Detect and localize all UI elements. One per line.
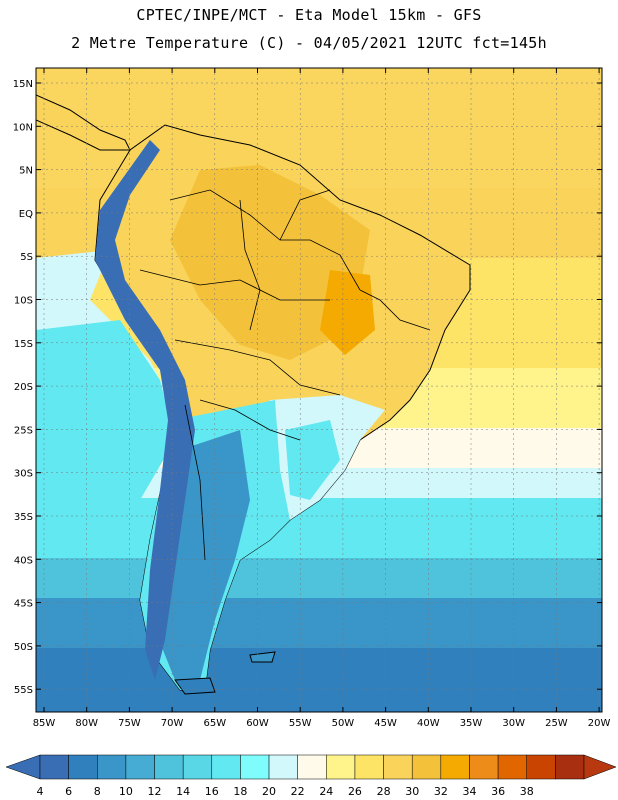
ocean-south-band-2 — [36, 598, 602, 648]
colorbar-segment — [497, 754, 527, 780]
ocean-south-band-1 — [36, 558, 602, 598]
colorbar-segment — [383, 754, 413, 780]
lat-label: 15N — [13, 79, 33, 90]
grid-lines — [36, 68, 602, 712]
colorbar-label: 32 — [434, 785, 448, 798]
colorbar-segment — [297, 754, 327, 780]
lon-label: 65W — [203, 718, 226, 729]
falkland-islands — [249, 651, 276, 663]
colorbar-segment — [354, 754, 384, 780]
ocean-cyan-band — [36, 498, 602, 558]
colorbar-segment — [182, 754, 213, 780]
colorbar-label: 18 — [233, 785, 247, 798]
colorbar-label: 6 — [65, 785, 72, 798]
lat-label: 40S — [14, 555, 33, 566]
colorbar-label: 26 — [348, 785, 362, 798]
colorbar-segment — [469, 754, 499, 780]
lat-label: 15S — [14, 339, 33, 350]
colorbar-segment — [440, 754, 470, 780]
pacific-cyan-zone — [36, 320, 175, 500]
colorbar-segment — [211, 754, 241, 780]
lon-label: 50W — [332, 718, 355, 729]
colorbar-label: 20 — [262, 785, 276, 798]
lon-label: 20W — [588, 718, 611, 729]
colorbar-segment — [154, 754, 184, 780]
lon-label: 40W — [417, 718, 440, 729]
lon-label: 70W — [161, 718, 184, 729]
colorbar-segment — [411, 754, 442, 780]
colorbar-segment — [39, 754, 69, 780]
colorbar-segment — [240, 754, 270, 780]
lat-label: 30S — [14, 469, 33, 480]
lat-label: 25S — [14, 425, 33, 436]
lon-label: 35W — [460, 718, 483, 729]
political-borders — [139, 189, 431, 561]
colorbar-label: 24 — [319, 785, 333, 798]
lon-label: 55W — [289, 718, 312, 729]
lon-label: 85W — [33, 718, 56, 729]
colorbar-label: 36 — [491, 785, 505, 798]
colorbar-segment — [555, 754, 585, 780]
colorbar-label: 30 — [405, 785, 419, 798]
axis-ticks — [36, 68, 602, 712]
colorbar-label: 28 — [377, 785, 391, 798]
map-field — [36, 68, 602, 712]
colorbar-over-arrow — [583, 754, 617, 780]
colorbar-segment — [526, 754, 556, 780]
lat-label: 55S — [14, 685, 33, 696]
lon-label: 60W — [246, 718, 269, 729]
andes-cold-ridge — [95, 140, 195, 680]
colorbar-segment — [97, 754, 127, 780]
colorbar-label: 34 — [462, 785, 476, 798]
colorbar-segment — [68, 754, 98, 780]
lat-label: 5N — [19, 166, 33, 177]
colorbar-labels: 4 6 8 10 12 14 16 18 20 22 24 26 28 30 32 34 36 38 — [37, 785, 534, 798]
lon-label: 25W — [545, 718, 568, 729]
colorbar-segment — [326, 754, 356, 780]
lon-labels: 85W 80W 75W 70W 65W 60W 55W 50W 45W 40W 35W 30W 25W 2… — [33, 718, 611, 729]
lon-label: 45W — [374, 718, 397, 729]
colorbar-label: 16 — [205, 785, 219, 798]
lon-label: 30W — [502, 718, 525, 729]
lon-label: 80W — [75, 718, 98, 729]
colorbar-segment — [125, 754, 155, 780]
colorbar-label: 12 — [148, 785, 162, 798]
colorbar-label: 14 — [176, 785, 190, 798]
colorbar-label: 4 — [37, 785, 44, 798]
colorbar-label: 38 — [520, 785, 534, 798]
lat-label: 5S — [20, 252, 33, 263]
lat-label: EQ — [19, 209, 33, 220]
lat-label: 20S — [14, 382, 33, 393]
lon-label: 75W — [118, 718, 141, 729]
lat-labels: 15N 10N 5N EQ 5S 10S 15S 20S 25S 30S 35S 40S 45S 50S 5… — [13, 79, 33, 696]
lat-label: 10S — [14, 296, 33, 307]
colorbar-under-arrow — [5, 754, 41, 780]
colorbar-label: 10 — [119, 785, 133, 798]
lat-label: 45S — [14, 599, 33, 610]
map-frame — [35, 67, 603, 713]
colorbar-label: 8 — [94, 785, 101, 798]
ocean-south-band-3 — [36, 648, 602, 712]
chart-title-line1: CPTEC/INPE/MCT - Eta Model 15km - GFS — [136, 6, 482, 24]
colorbar-segment — [268, 754, 298, 780]
central-america-land — [36, 94, 131, 151]
chart-title-line2: 2 Metre Temperature (C) - 04/05/2021 12U… — [71, 34, 547, 52]
land-hottest-region — [320, 270, 375, 355]
colorbar-label: 22 — [291, 785, 305, 798]
land-hot-region — [170, 165, 370, 360]
lat-label: 10N — [13, 122, 33, 133]
colorbar — [5, 754, 617, 780]
lat-label: 50S — [14, 642, 33, 653]
lat-label: 35S — [14, 512, 33, 523]
